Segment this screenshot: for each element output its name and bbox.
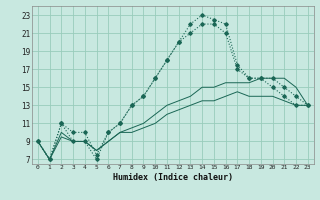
X-axis label: Humidex (Indice chaleur): Humidex (Indice chaleur) bbox=[113, 173, 233, 182]
